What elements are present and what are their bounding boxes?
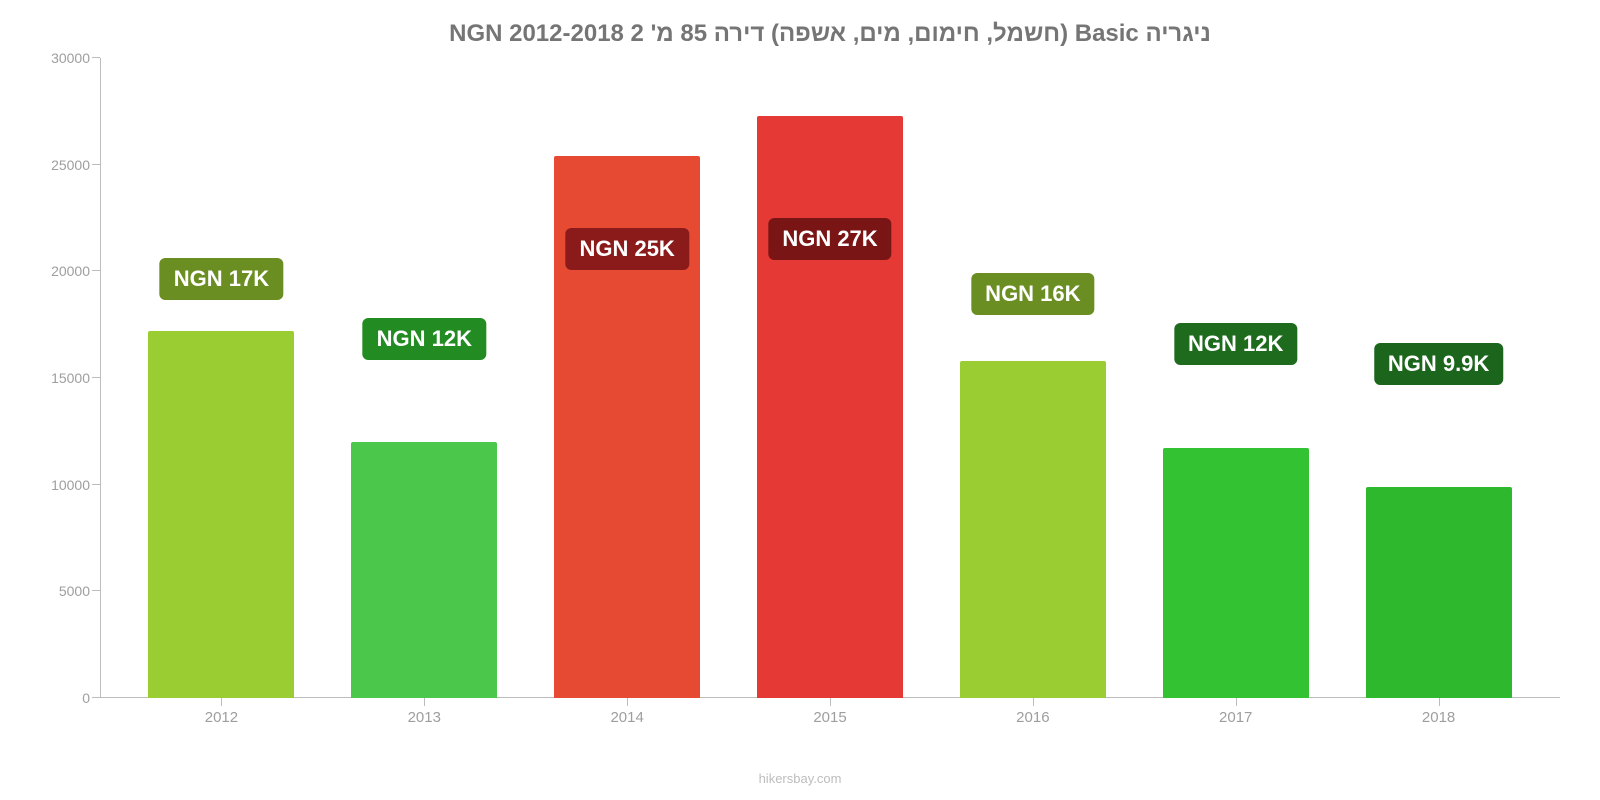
x-tick-mark <box>1033 698 1034 706</box>
bar-value-label: NGN 17K <box>160 258 283 300</box>
x-tick: 2012 <box>205 709 238 726</box>
bar: NGN 12K <box>351 442 497 698</box>
x-tick-mark <box>221 698 222 706</box>
bar-slot: NGN 12K2013 <box>323 58 526 698</box>
x-tick-mark <box>830 698 831 706</box>
y-tick: 10000 <box>30 477 90 493</box>
y-tick-mark <box>92 164 100 165</box>
chart-container: ניגריה Basic (חשמל, חימום, מים, אשפה) די… <box>0 0 1600 800</box>
y-tick: 30000 <box>30 50 90 66</box>
bar: NGN 16K <box>960 361 1106 698</box>
x-tick: 2016 <box>1016 709 1049 726</box>
bar: NGN 27K <box>757 116 903 698</box>
x-tick: 2013 <box>408 709 441 726</box>
y-tick-mark <box>92 697 100 698</box>
y-tick-mark <box>92 377 100 378</box>
bar-slot: NGN 12K2017 <box>1134 58 1337 698</box>
y-tick-mark <box>92 270 100 271</box>
bar: NGN 25K <box>554 156 700 698</box>
x-tick: 2014 <box>610 709 643 726</box>
chart-title: ניגריה Basic (חשמל, חימום, מים, אשפה) די… <box>100 20 1560 48</box>
bar: NGN 17K <box>148 331 294 698</box>
bar-slot: NGN 9.9K2018 <box>1337 58 1540 698</box>
y-tick-mark <box>92 57 100 58</box>
bar-value-label: NGN 12K <box>1174 323 1297 365</box>
y-tick: 25000 <box>30 157 90 173</box>
bar: NGN 12K <box>1163 448 1309 698</box>
attribution: hikersbay.com <box>759 771 842 786</box>
y-axis: 050001000015000200002500030000 <box>30 58 90 698</box>
bar-value-label: NGN 16K <box>971 273 1094 315</box>
y-tick: 20000 <box>30 263 90 279</box>
bar-slot: NGN 17K2012 <box>120 58 323 698</box>
x-tick: 2017 <box>1219 709 1252 726</box>
bar-slot: NGN 16K2016 <box>931 58 1134 698</box>
x-tick: 2018 <box>1422 709 1455 726</box>
bar-value-label: NGN 25K <box>565 228 688 270</box>
x-tick: 2015 <box>813 709 846 726</box>
bar-value-label: NGN 27K <box>768 218 891 260</box>
bar-value-label: NGN 9.9K <box>1374 343 1503 385</box>
x-tick-mark <box>627 698 628 706</box>
bar-slot: NGN 25K2014 <box>526 58 729 698</box>
bars-wrap: NGN 17K2012NGN 12K2013NGN 25K2014NGN 27K… <box>100 58 1560 698</box>
bar-value-label: NGN 12K <box>363 318 486 360</box>
y-tick: 15000 <box>30 370 90 386</box>
bar: NGN 9.9K <box>1366 487 1512 698</box>
x-tick-mark <box>1439 698 1440 706</box>
bar-slot: NGN 27K2015 <box>729 58 932 698</box>
plot-area: 050001000015000200002500030000 NGN 17K20… <box>100 58 1560 698</box>
x-tick-mark <box>1236 698 1237 706</box>
x-tick-mark <box>424 698 425 706</box>
y-tick: 0 <box>30 690 90 706</box>
y-tick-mark <box>92 484 100 485</box>
y-tick: 5000 <box>30 583 90 599</box>
y-tick-mark <box>92 590 100 591</box>
